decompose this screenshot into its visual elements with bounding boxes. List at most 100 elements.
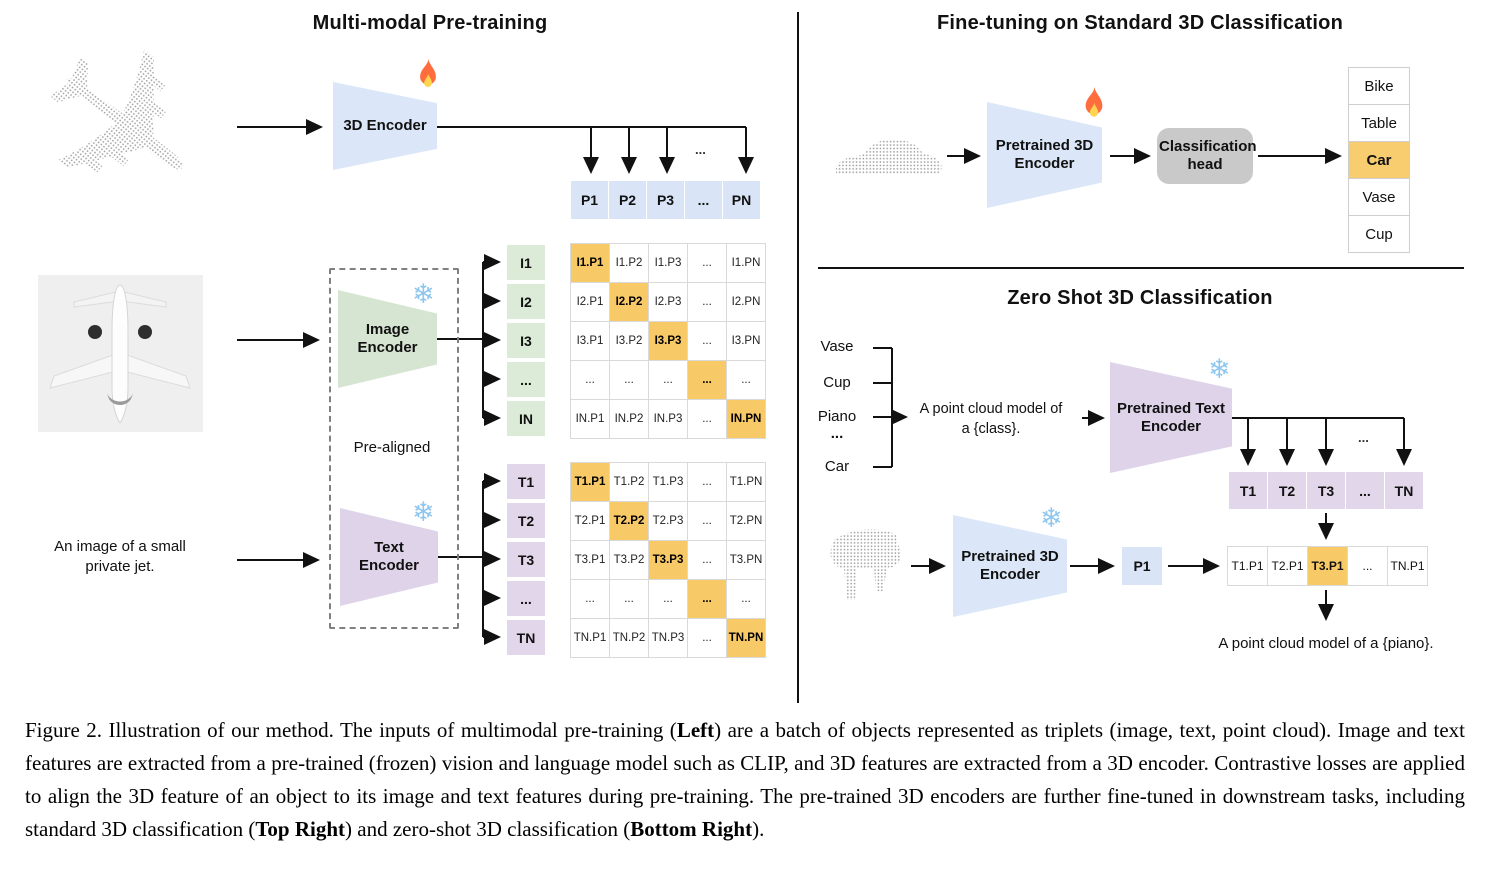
similarity-cell: TN.P3: [649, 619, 688, 658]
p1-feature-cell: P1: [1122, 547, 1162, 585]
similarity-cell: T2.PN: [727, 502, 766, 541]
similarity-cell-diagonal: I1.P1: [571, 244, 610, 283]
similarity-cell-diagonal: T2.P2: [610, 502, 649, 541]
similarity-cell: I1.P3: [649, 244, 688, 283]
similarity-cell: ...: [610, 580, 649, 619]
zs-class-label: Piano: [817, 408, 857, 425]
class-cell: Table: [1349, 105, 1409, 142]
similarity-cell: ...: [571, 580, 610, 619]
similarity-cell: T3.P1: [571, 541, 610, 580]
text-feature-cell: T1: [507, 464, 545, 499]
similarity-cell-diagonal: ...: [688, 361, 727, 400]
t-cell: ...: [1346, 472, 1384, 509]
zs-class-label: Vase: [820, 338, 854, 355]
result-cell: T2.P1: [1268, 547, 1308, 585]
similarity-cell: T1.P2: [610, 463, 649, 502]
prompt-template-text: A point cloud model of a {class}.: [905, 400, 1077, 439]
similarity-cell: I3.P2: [610, 322, 649, 361]
similarity-cell: ...: [688, 244, 727, 283]
t-row-dots: ...: [1358, 430, 1369, 445]
airplane-point-cloud: ✈: [0, 0, 261, 273]
similarity-cell: ...: [688, 463, 727, 502]
similarity-result-row: T1.P1 T2.P1 T3.P1... TN.P1: [1227, 546, 1428, 586]
similarity-cell: I1.PN: [727, 244, 766, 283]
image-feature-cell: ...: [507, 362, 545, 397]
text-encoder-label: Text Encoder: [358, 539, 419, 574]
text-feature-cell: TN: [507, 620, 545, 655]
similarity-cell: ...: [688, 502, 727, 541]
snowflake-icon: ❄: [412, 279, 435, 309]
caption-segment: ) and zero-shot 3D classification (: [345, 817, 631, 841]
connector-layer: ✈: [0, 0, 1412, 645]
zs-pretrained-3d-encoder-label: Pretrained 3D Encoder: [961, 548, 1059, 583]
similarity-cell: I2.PN: [727, 283, 766, 322]
similarity-cell: T2.P3: [649, 502, 688, 541]
similarity-cell-diagonal: IN.PN: [727, 400, 766, 439]
class-cell: Vase: [1349, 179, 1409, 216]
similarity-cell-diagonal: I2.P2: [610, 283, 649, 322]
similarity-cell: ...: [649, 580, 688, 619]
piano-point-cloud: [830, 529, 901, 600]
panel-divider-horizontal: [818, 267, 1464, 269]
similarity-cell: ...: [688, 619, 727, 658]
p-row-dots: ...: [695, 142, 706, 157]
similarity-cell: IN.P2: [610, 400, 649, 439]
image-feature-cell: I1: [507, 245, 545, 280]
similarity-cell: ...: [571, 361, 610, 400]
similarity-cell: ...: [688, 400, 727, 439]
similarity-cell: T1.PN: [727, 463, 766, 502]
fire-icon: [1085, 86, 1103, 117]
prompt-line-1: A point cloud model of: [919, 401, 1063, 417]
caption-segment: Figure 2. Illustration of our method. Th…: [25, 718, 677, 742]
similarity-cell-diagonal: TN.PN: [727, 619, 766, 658]
similarity-cell-diagonal: T1.P1: [571, 463, 610, 502]
t-cell: T3: [1307, 472, 1345, 509]
text-feature-cell: ...: [507, 581, 545, 616]
similarity-cell-diagonal: ...: [688, 580, 727, 619]
zs-class-label: Cup: [823, 374, 851, 391]
pre-aligned-dashed-box: [329, 268, 459, 629]
p-cell: P2: [609, 181, 646, 219]
similarity-cell: ...: [727, 361, 766, 400]
similarity-cell: ...: [727, 580, 766, 619]
result-cell: T1.P1: [1228, 547, 1268, 585]
classification-head-box: Classification head: [1157, 128, 1257, 184]
svg-text:✈: ✈: [0, 0, 261, 273]
fire-icon: [420, 58, 436, 88]
p-feature-row: P1 P2 P3... PN: [571, 181, 760, 219]
class-cell: Cup: [1349, 216, 1409, 252]
p-cell: P1: [571, 181, 608, 219]
3d-encoder-label: 3D Encoder: [343, 117, 427, 135]
result-cell: ...: [1348, 547, 1388, 585]
car-point-cloud: [836, 139, 942, 174]
similarity-cell: TN.P1: [571, 619, 610, 658]
similarity-cell: T2.P1: [571, 502, 610, 541]
caption-segment: ) are a batch of objects represented as …: [25, 718, 1465, 841]
pretrained-text-encoder-label: Pretrained Text Encoder: [1116, 399, 1226, 435]
similarity-cell: ...: [610, 361, 649, 400]
caption-segment: ).: [752, 817, 765, 841]
panel-divider-vertical: [797, 12, 799, 703]
class-prediction-list: Bike Table Car Vase Cup: [1348, 67, 1410, 253]
class-cell: Bike: [1349, 68, 1409, 105]
t-cell: T2: [1268, 472, 1306, 509]
similarity-cell: T1.P3: [649, 463, 688, 502]
caption-bold-segment: Left: [676, 718, 715, 742]
pre-aligned-label: Pre-aligned: [353, 439, 431, 456]
similarity-cell: I1.P2: [610, 244, 649, 283]
similarity-cell: ...: [649, 361, 688, 400]
similarity-cell: ...: [688, 541, 727, 580]
p-cell: PN: [723, 181, 760, 219]
similarity-cell: I3.P1: [571, 322, 610, 361]
jet-rendered-image: [38, 275, 203, 432]
similarity-cell: IN.P3: [649, 400, 688, 439]
jet-illustration: [49, 284, 191, 424]
classification-head-label: Classification head: [1159, 138, 1257, 173]
bottom-right-panel-title: Zero Shot 3D Classification: [1007, 287, 1273, 309]
text-input-caption: An image of a small private jet.: [54, 538, 186, 576]
snowflake-icon: ❄: [1208, 354, 1231, 384]
text-feature-column: T1 T2 T3... TN: [507, 464, 545, 655]
image-point-similarity-matrix: I1.P1 I1.P2 I1.P3... I1.PN I2.P1 I2.P2 I2.P3..…: [570, 243, 766, 439]
similarity-cell: ...: [688, 283, 727, 322]
caption-bold-segment: Top Right: [255, 817, 346, 841]
